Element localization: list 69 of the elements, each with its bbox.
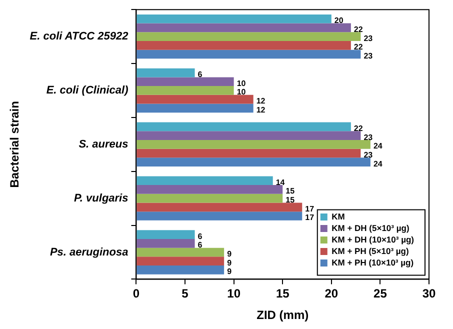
data-label: 23 — [364, 51, 374, 60]
data-label: 10 — [236, 78, 246, 88]
bar — [136, 256, 224, 266]
y-axis-title: Bacterial strain — [8, 101, 22, 188]
data-label: 14 — [276, 178, 286, 187]
legend-label: KM + DH (5×10³ µg) — [332, 222, 410, 233]
bar — [136, 148, 361, 158]
bar — [136, 176, 273, 186]
data-label: 23 — [364, 132, 374, 142]
bar — [136, 32, 361, 41]
bar — [136, 94, 254, 104]
data-label: 15 — [286, 196, 296, 205]
x-tick-label: 30 — [422, 286, 436, 301]
y-tick-label: E. coli ATCC 25922 — [30, 30, 128, 43]
data-label: 9 — [227, 249, 232, 258]
x-tick-label: 10 — [227, 286, 241, 301]
bar — [136, 202, 302, 212]
y-tick-label: Ps. aeruginosa — [50, 246, 128, 258]
data-label: 23 — [364, 150, 374, 160]
bar — [136, 212, 302, 220]
data-label: 24 — [373, 159, 383, 168]
data-label: 22 — [354, 42, 364, 52]
legend-label: KM + PH (10×10³ µg) — [332, 257, 414, 268]
y-tick-label: P. vulgaris — [74, 192, 128, 204]
bar — [136, 131, 361, 140]
data-label: 24 — [373, 142, 383, 151]
data-label: 17 — [305, 213, 315, 222]
legend-label: KM + DH (10×10³ µg) — [332, 234, 414, 244]
bar — [136, 238, 195, 248]
data-label: 6 — [198, 232, 203, 241]
data-label: 17 — [305, 204, 315, 214]
legend-label: KM + PH (5×10³ µg) — [332, 246, 409, 256]
bar — [136, 248, 224, 257]
x-tick-label: 25 — [374, 286, 388, 301]
data-label: 12 — [256, 105, 266, 114]
bar — [136, 40, 351, 50]
data-label: 15 — [286, 186, 296, 196]
x-tick-label: 20 — [324, 286, 338, 301]
bar — [136, 23, 351, 32]
bar — [136, 185, 283, 194]
bar — [136, 50, 361, 59]
bar — [136, 122, 351, 132]
bar — [136, 68, 195, 78]
bar — [136, 266, 224, 274]
bar — [136, 86, 234, 95]
data-label: 20 — [334, 16, 344, 26]
data-label: 22 — [354, 124, 364, 133]
bar — [136, 104, 254, 113]
x-tick-label: 15 — [276, 286, 290, 301]
legend-label: KM — [332, 211, 345, 222]
x-tick-label: 5 — [182, 286, 189, 301]
bar — [136, 194, 283, 203]
bar — [136, 140, 370, 149]
y-tick-label: E. coli (Clinical) — [46, 84, 129, 97]
data-label: 6 — [198, 70, 203, 79]
data-label: 10 — [236, 88, 246, 97]
bar — [136, 230, 195, 239]
x-axis-title: ZID (mm) — [256, 308, 309, 322]
y-tick-label: S. aureus — [78, 138, 128, 150]
bar — [136, 158, 370, 167]
bar — [136, 77, 234, 86]
data-label: 9 — [227, 258, 232, 268]
data-label: 6 — [198, 240, 203, 250]
data-label: 9 — [227, 267, 232, 276]
data-label: 23 — [364, 34, 374, 43]
data-label: 12 — [256, 96, 266, 106]
data-label: 22 — [354, 24, 364, 34]
x-tick-label: 0 — [132, 286, 140, 301]
bar — [136, 14, 332, 24]
